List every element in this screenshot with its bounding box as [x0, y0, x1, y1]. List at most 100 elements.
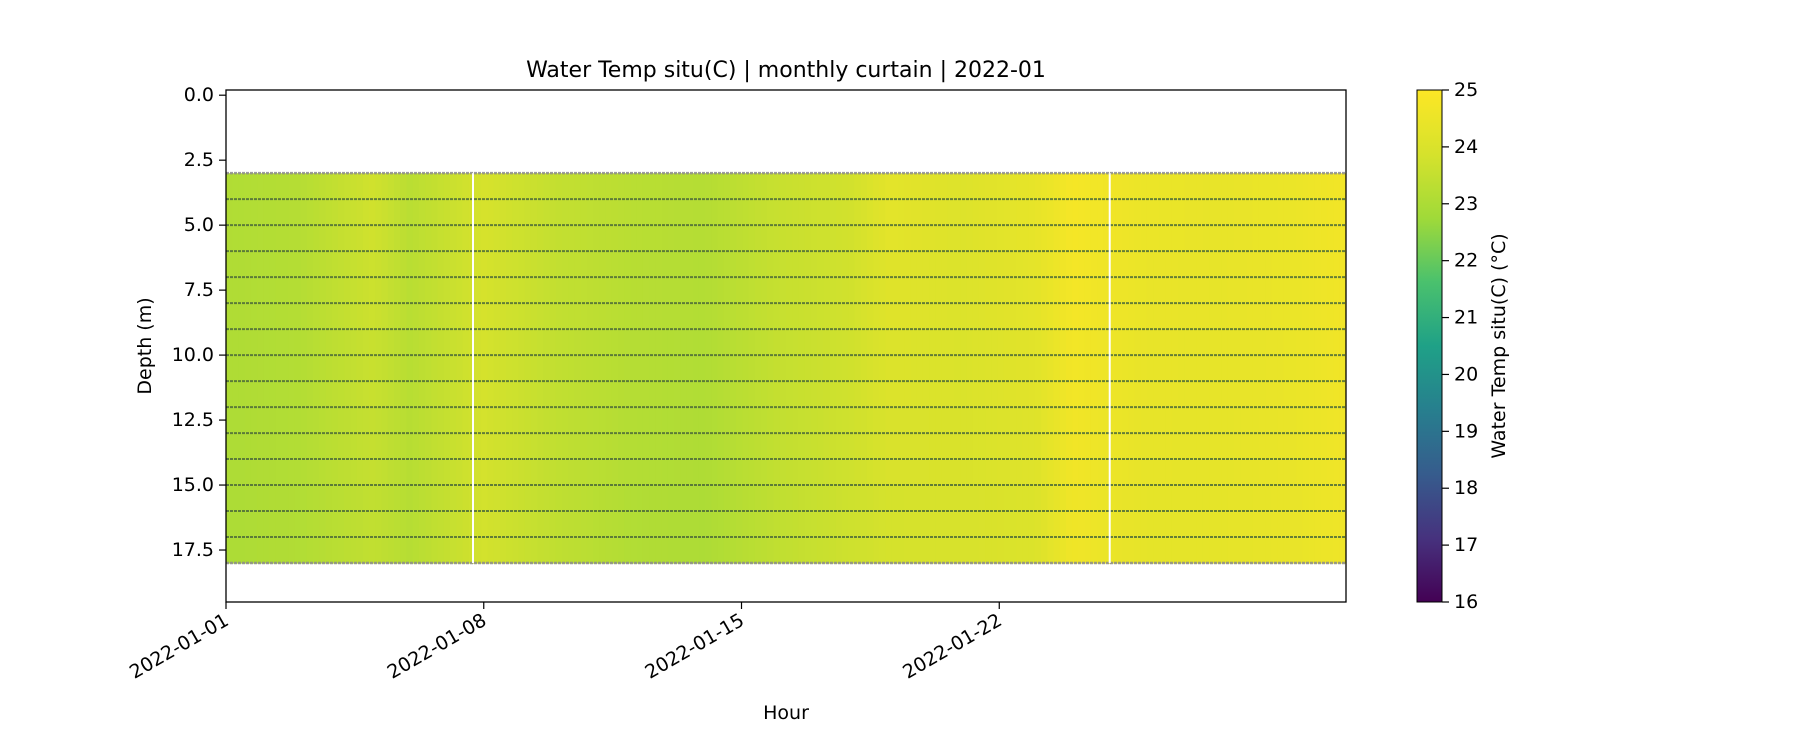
heatmap-cell: [922, 251, 930, 330]
heatmap-cell: [873, 251, 880, 330]
heatmap-cell: [1234, 407, 1241, 486]
heatmap-cell: [1246, 407, 1254, 486]
heatmap-cell: [1190, 329, 1198, 408]
heatmap-cell: [997, 173, 1005, 252]
heatmap-cell: [972, 251, 980, 330]
heatmap-cell: [674, 173, 681, 252]
heatmap-cell: [506, 329, 513, 408]
heatmap-cell: [257, 329, 264, 408]
heatmap-cell: [1196, 329, 1204, 408]
heatmap-cell: [636, 251, 644, 330]
heatmap-cell: [1234, 485, 1241, 564]
heatmap-cell: [1003, 251, 1011, 330]
heatmap-cell: [1122, 173, 1129, 252]
heatmap-cell: [742, 407, 750, 486]
heatmap-cell: [543, 173, 551, 252]
heatmap-cell: [586, 251, 594, 330]
heatmap-cell: [1178, 251, 1185, 330]
heatmap-cell: [425, 173, 432, 252]
heatmap-cell: [636, 173, 644, 252]
heatmap-cell: [1246, 173, 1254, 252]
heatmap-cell: [1283, 173, 1291, 252]
heatmap-cell: [786, 173, 793, 252]
heatmap-cell: [518, 485, 526, 564]
heatmap-cell: [1171, 173, 1179, 252]
heatmap-cell: [319, 251, 327, 330]
heatmap-cell: [431, 407, 439, 486]
heatmap-cell: [1034, 173, 1042, 252]
heatmap-cell: [1059, 173, 1067, 252]
heatmap-cell: [1078, 329, 1086, 408]
heatmap-cell: [891, 173, 899, 252]
heatmap-cell: [1265, 329, 1272, 408]
heatmap-cell: [898, 407, 905, 486]
heatmap-cell: [1227, 407, 1235, 486]
heatmap-cell: [530, 251, 538, 330]
heatmap-cell: [1271, 407, 1279, 486]
heatmap-cell: [263, 407, 271, 486]
heatmap-cell: [761, 329, 768, 408]
heatmap-cell: [443, 485, 451, 564]
heatmap-cell: [450, 173, 457, 252]
heatmap-cell: [250, 485, 258, 564]
heatmap-cell: [1022, 485, 1030, 564]
heatmap-cell: [686, 485, 694, 564]
heatmap-cell: [1097, 173, 1104, 252]
heatmap-cell: [972, 329, 980, 408]
heatmap-cell: [611, 329, 619, 408]
heatmap-cell: [779, 251, 787, 330]
heatmap-cell: [1290, 251, 1297, 330]
heatmap-cell: [524, 485, 532, 564]
heatmap-cell: [1084, 485, 1092, 564]
heatmap-cell: [387, 407, 395, 486]
heatmap-cell: [1146, 329, 1154, 408]
heatmap-cell: [736, 251, 744, 330]
heatmap-cell: [238, 173, 246, 252]
heatmap-cell: [705, 407, 712, 486]
heatmap-cell: [1053, 251, 1061, 330]
heatmap-cell: [1321, 173, 1328, 252]
heatmap-cell: [226, 329, 233, 408]
heatmap-cell: [1290, 173, 1297, 252]
heatmap-cell: [350, 173, 358, 252]
heatmap-cell: [854, 407, 862, 486]
heatmap-cell: [935, 173, 943, 252]
heatmap-cell: [761, 407, 768, 486]
heatmap-cell: [717, 485, 725, 564]
heatmap-cell: [580, 173, 588, 252]
heatmap-cell: [275, 329, 283, 408]
heatmap-cell: [537, 251, 544, 330]
heatmap-cell: [1321, 407, 1328, 486]
heatmap-cell: [910, 173, 918, 252]
y-tick-label: 17.5: [172, 539, 214, 561]
heatmap-cell: [344, 173, 352, 252]
heatmap-cell: [860, 329, 868, 408]
heatmap-cell: [331, 485, 339, 564]
heatmap-cell: [624, 329, 632, 408]
heatmap-cell: [916, 251, 924, 330]
heatmap-cell: [1115, 173, 1123, 252]
heatmap-cell: [450, 329, 457, 408]
heatmap-cell: [288, 329, 296, 408]
heatmap-cell: [985, 251, 992, 330]
heatmap-cell: [1314, 251, 1322, 330]
heatmap-cell: [1097, 329, 1104, 408]
heatmap-cell: [835, 251, 843, 330]
heatmap-cell: [338, 251, 345, 330]
heatmap-cell: [817, 251, 824, 330]
heatmap-cell: [1252, 173, 1260, 252]
heatmap-cell: [711, 407, 719, 486]
x-tick-label: 2022-01-01: [126, 609, 233, 683]
heatmap-cell: [810, 485, 818, 564]
heatmap-cell: [518, 407, 526, 486]
heatmap-cell: [400, 173, 408, 252]
heatmap-cell: [1221, 251, 1229, 330]
heatmap-cell: [537, 329, 544, 408]
heatmap-cell: [798, 173, 806, 252]
heatmap-cell: [842, 485, 849, 564]
heatmap-cell: [1134, 329, 1142, 408]
heatmap-cell: [916, 407, 924, 486]
heatmap-cell: [1066, 173, 1073, 252]
heatmap-cell: [1165, 251, 1173, 330]
heatmap-cell: [736, 485, 744, 564]
